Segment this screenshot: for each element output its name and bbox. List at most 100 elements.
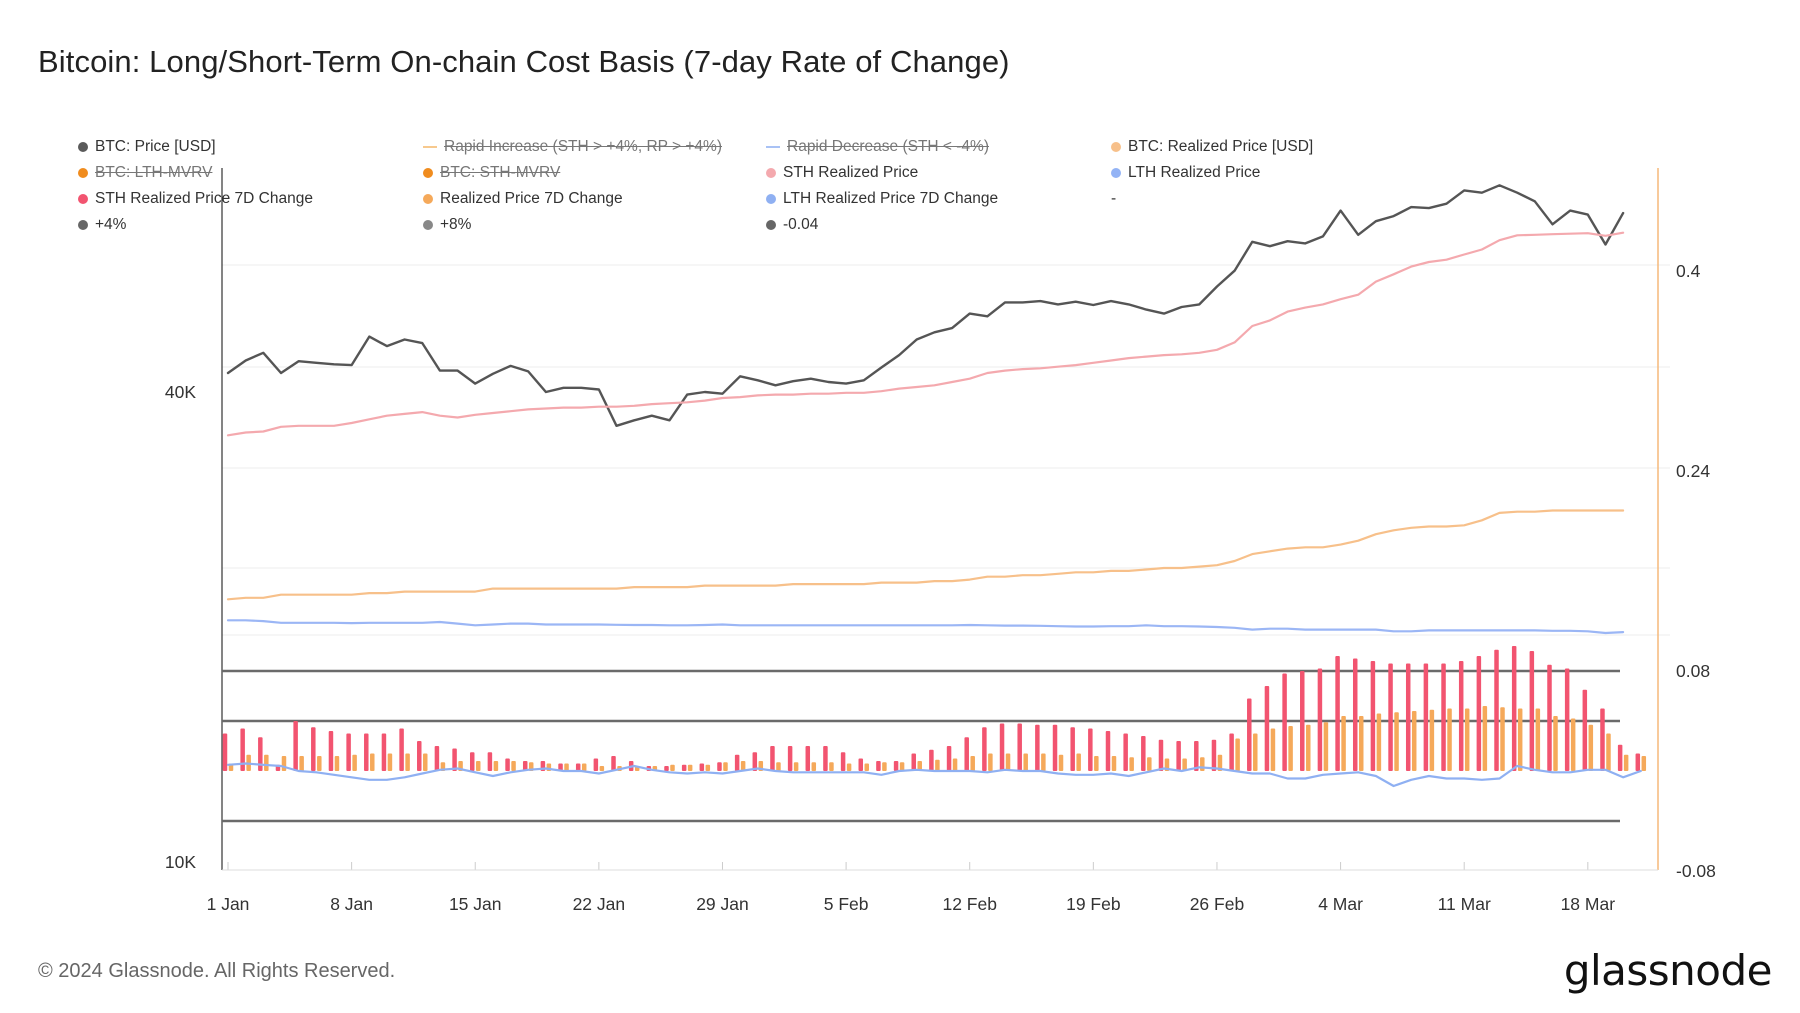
legend-item[interactable]: +8%	[423, 216, 471, 234]
bar-realized-7d-change	[1200, 757, 1205, 771]
bar-sth-7d-change	[293, 721, 298, 771]
bar-sth-7d-change	[1105, 731, 1111, 771]
bar-sth-7d-change	[946, 746, 952, 771]
bar-sth-7d-change	[1211, 739, 1217, 771]
bar-sth-7d-change	[805, 746, 811, 771]
y-right-tick-label: 0.4	[1676, 261, 1701, 281]
legend-swatch	[1111, 142, 1121, 152]
bar-sth-7d-change	[1123, 733, 1128, 771]
legend-item[interactable]: +4%	[78, 216, 126, 234]
legend-swatch	[78, 168, 88, 178]
x-tick-label: 11 Mar	[1438, 894, 1491, 914]
legend-item[interactable]: -0.04	[766, 216, 818, 234]
bar-realized-7d-change	[899, 762, 905, 771]
bar-realized-7d-change	[1517, 708, 1523, 771]
bar-sth-7d-change	[1476, 656, 1482, 771]
bar-realized-7d-change	[829, 762, 834, 771]
bar-sth-7d-change	[893, 761, 899, 771]
bar-realized-7d-change	[511, 761, 516, 771]
legend-swatch	[766, 194, 776, 204]
bar-realized-7d-change	[1235, 738, 1240, 771]
bar-realized-7d-change	[1623, 754, 1629, 771]
bar-sth-7d-change	[1088, 728, 1093, 771]
legend-item[interactable]: Rapid Decrease (STH < -4%)	[766, 138, 989, 156]
x-tick-label: 22 Jan	[573, 894, 626, 914]
bar-realized-7d-change	[352, 754, 357, 771]
bar-sth-7d-change	[1070, 727, 1075, 771]
legend-label: -	[1111, 190, 1117, 207]
bar-realized-7d-change	[1111, 756, 1117, 771]
series-line-btc-price-usd	[226, 184, 1625, 427]
legend-label: BTC: Price [USD]	[95, 138, 216, 155]
legend-label: STH Realized Price 7D Change	[95, 190, 313, 207]
bar-sth-7d-change	[1282, 673, 1287, 771]
legend-label: +8%	[440, 216, 472, 233]
bar-sth-7d-change	[929, 749, 934, 771]
bar-realized-7d-change	[1076, 753, 1081, 771]
legend-item[interactable]: BTC: Price [USD]	[78, 138, 216, 156]
legend-item[interactable]: BTC: LTH-MVRV	[78, 164, 212, 182]
bar-sth-7d-change	[505, 758, 510, 771]
bar-sth-7d-change	[346, 733, 351, 771]
bar-sth-7d-change	[1194, 741, 1199, 771]
bar-realized-7d-change	[1270, 728, 1276, 771]
bar-sth-7d-change	[681, 764, 687, 771]
bar-sth-7d-change	[364, 733, 369, 771]
bar-realized-7d-change	[917, 761, 922, 771]
bar-sth-7d-change	[1405, 663, 1411, 771]
legend-item[interactable]: STH Realized Price 7D Change	[78, 190, 313, 208]
legend-item[interactable]: Rapid Increase (STH > +4%, RP > +4%)	[423, 138, 722, 156]
series-line-lth-realized-price-7d-change	[226, 762, 1642, 788]
legend-item[interactable]: BTC: Realized Price [USD]	[1111, 138, 1313, 156]
bar-sth-7d-change	[469, 752, 475, 771]
bar-realized-7d-change	[1411, 711, 1417, 771]
bar-sth-7d-change	[1600, 708, 1605, 771]
bar-realized-7d-change	[1147, 757, 1152, 771]
legend-item[interactable]: Realized Price 7D Change	[423, 190, 623, 208]
bar-sth-7d-change	[787, 746, 793, 771]
legend-label: LTH Realized Price 7D Change	[783, 190, 999, 207]
bar-realized-7d-change	[1429, 709, 1435, 771]
bar-sth-7d-change	[964, 737, 969, 771]
bar-sth-7d-change	[1264, 686, 1270, 771]
bar-realized-7d-change	[1376, 713, 1382, 771]
bar-sth-7d-change	[452, 748, 457, 771]
legend-swatch	[766, 168, 776, 178]
bar-realized-7d-change	[564, 763, 569, 771]
bar-realized-7d-change	[1094, 756, 1099, 771]
y-left-tick-label: 10K	[165, 852, 196, 872]
bar-realized-7d-change	[970, 756, 975, 771]
legend-item[interactable]: STH Realized Price	[766, 164, 918, 182]
legend-item[interactable]: LTH Realized Price 7D Change	[766, 190, 998, 208]
bar-sth-7d-change	[1247, 698, 1252, 771]
legend-item[interactable]: BTC: STH-MVRV	[423, 164, 560, 182]
bar-sth-7d-change	[876, 761, 881, 771]
bar-realized-7d-change	[599, 766, 605, 771]
bar-realized-7d-change	[370, 753, 375, 771]
bar-sth-7d-change	[1352, 658, 1358, 771]
legend-item[interactable]: -	[1111, 190, 1116, 208]
bar-realized-7d-change	[581, 763, 587, 771]
x-tick-label: 15 Jan	[449, 894, 502, 914]
bar-realized-7d-change	[1606, 733, 1611, 771]
legend-swatch	[78, 220, 88, 230]
bar-sth-7d-change	[1017, 723, 1022, 771]
bar-realized-7d-change	[1553, 716, 1558, 771]
bar-sth-7d-change	[1441, 663, 1446, 771]
bar-realized-7d-change	[1041, 753, 1046, 771]
legend-item[interactable]: LTH Realized Price	[1111, 164, 1260, 182]
legend-swatch	[78, 194, 88, 204]
legend-swatch	[766, 146, 780, 148]
chart-title: Bitcoin: Long/Short-Term On-chain Cost B…	[38, 44, 1010, 79]
bar-sth-7d-change	[1547, 664, 1552, 771]
bar-sth-7d-change	[222, 733, 228, 771]
bar-sth-7d-change	[1617, 744, 1623, 771]
bar-realized-7d-change	[1288, 726, 1293, 771]
bar-sth-7d-change	[575, 763, 581, 771]
bar-realized-7d-change	[1394, 712, 1399, 771]
bar-realized-7d-change	[493, 761, 499, 771]
bar-realized-7d-change	[1323, 722, 1329, 771]
bar-sth-7d-change	[1423, 663, 1429, 771]
bar-realized-7d-change	[1182, 758, 1187, 771]
